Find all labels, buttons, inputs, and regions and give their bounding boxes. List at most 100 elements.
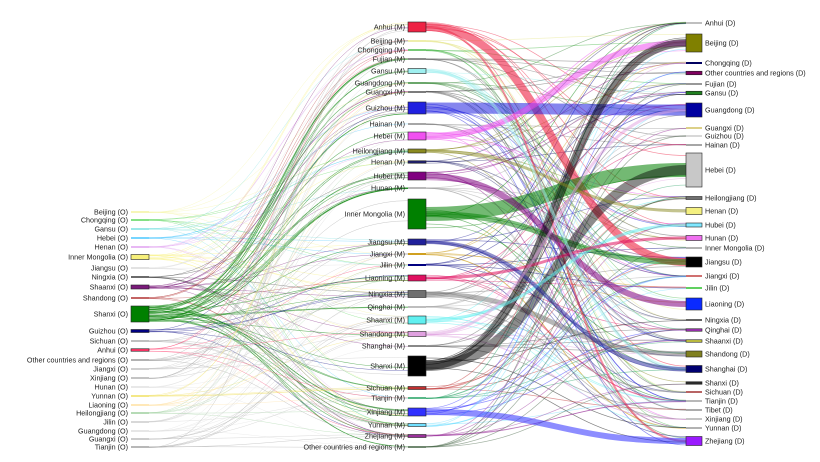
node-shanxi-m bbox=[407, 355, 427, 377]
link-origin-middle bbox=[148, 187, 409, 286]
label-jiangxi-o: Jiangxi (O) bbox=[93, 365, 128, 374]
link-middle-destination bbox=[425, 83, 687, 150]
flow-band bbox=[425, 291, 687, 357]
label-jiangxi-d: Jiangxi (D) bbox=[705, 272, 739, 281]
label-ningxia-o: Ningxia (O) bbox=[92, 273, 128, 282]
node-gansu-o bbox=[131, 228, 149, 230]
node-shaanxi-m bbox=[407, 315, 427, 325]
link-origin-middle bbox=[148, 24, 409, 213]
link-origin-middle bbox=[148, 350, 409, 398]
link-origin-middle bbox=[148, 58, 409, 422]
link-origin-middle bbox=[148, 286, 409, 436]
label-anhui-d: Anhui (D) bbox=[705, 19, 735, 28]
label-henan-o: Henan (O) bbox=[94, 243, 128, 252]
flow-band bbox=[425, 26, 687, 442]
node-yunnan-o bbox=[131, 395, 149, 397]
label-shanghai-d: Shanghai (D) bbox=[705, 365, 747, 374]
label-liaoning-m: Liaoning (M) bbox=[365, 274, 405, 283]
link-middle-destination bbox=[425, 277, 687, 402]
link-origin-middle bbox=[148, 322, 409, 448]
flow-band bbox=[425, 409, 687, 444]
label-guangdong-d: Guangdong (D) bbox=[705, 106, 755, 115]
link-origin-middle bbox=[148, 253, 409, 406]
link-origin-middle bbox=[148, 212, 409, 255]
link-origin-middle bbox=[148, 412, 409, 436]
link-middle-destination bbox=[425, 61, 687, 254]
label-yunnan-m: Yunnan (M) bbox=[368, 421, 405, 430]
link-origin-middle bbox=[148, 91, 409, 396]
label-jiangsu-m: Jiangsu (M) bbox=[367, 238, 405, 247]
node-inner-mongolia-d bbox=[686, 247, 702, 249]
label-hainan-m: Hainan (M) bbox=[369, 120, 405, 129]
link-origin-middle bbox=[148, 40, 409, 360]
node-hubei-d bbox=[685, 222, 703, 228]
link-origin-middle bbox=[148, 220, 409, 361]
nodes: Beijing (O)Chongqing (O)Gansu (O)Hebei (… bbox=[27, 19, 806, 452]
label-liaoning-d: Liaoning (D) bbox=[705, 300, 744, 309]
node-guangdong-o bbox=[131, 430, 149, 432]
link-origin-middle bbox=[148, 41, 409, 269]
label-shanxi-d: Shanxi (D) bbox=[705, 379, 739, 388]
label-beijing-m: Beijing (M) bbox=[371, 37, 405, 46]
link-origin-middle bbox=[148, 91, 409, 423]
node-ningxia-d bbox=[686, 319, 702, 321]
node-xinjiang-o bbox=[131, 377, 149, 379]
node-shanxi-o bbox=[130, 305, 150, 323]
node-anhui-o bbox=[130, 348, 150, 352]
link-origin-middle bbox=[148, 335, 409, 396]
link-origin-middle bbox=[148, 58, 409, 298]
link-origin-middle bbox=[148, 246, 409, 415]
label-guangxi-o: Guangxi (O) bbox=[89, 435, 128, 444]
node-henan-m bbox=[407, 160, 427, 164]
node-sichuan-d bbox=[686, 391, 702, 393]
link-origin-middle bbox=[148, 200, 409, 360]
link-origin-middle bbox=[148, 58, 409, 369]
link-middle-destination bbox=[425, 72, 687, 92]
label-guangxi-d: Guangxi (D) bbox=[705, 124, 744, 133]
label-chongqing-d: Chongqing (D) bbox=[705, 59, 752, 68]
link-middle-destination bbox=[425, 306, 687, 420]
node-heilongjiang-m bbox=[407, 148, 427, 154]
label-zhejiang-d: Zhejiang (D) bbox=[705, 437, 745, 446]
label-heilongjiang-d: Heilongjiang (D) bbox=[705, 194, 757, 203]
flow-band bbox=[425, 39, 687, 370]
node-guizhou-o bbox=[130, 329, 150, 333]
link-middle-destination bbox=[425, 264, 687, 437]
link-origin-middle bbox=[148, 82, 409, 308]
link-origin-middle bbox=[148, 59, 409, 312]
link-origin-middle bbox=[148, 276, 409, 412]
link-middle-destination bbox=[425, 144, 687, 163]
label-shaanxi-m: Shaanxi (M) bbox=[366, 316, 405, 325]
label-shandong-d: Shandong (D) bbox=[705, 350, 750, 359]
node-liaoning-m bbox=[407, 274, 427, 282]
node-inner-mongolia-o bbox=[130, 254, 150, 260]
node-gansu-m bbox=[407, 68, 427, 74]
link-middle-destination bbox=[425, 58, 687, 64]
link-origin-middle bbox=[148, 150, 409, 313]
label-hainan-d: Hainan (D) bbox=[705, 141, 740, 150]
link-origin-middle bbox=[148, 268, 409, 317]
link-origin-middle bbox=[148, 306, 409, 316]
link-origin-middle bbox=[148, 91, 409, 268]
link-middle-destination bbox=[425, 42, 687, 52]
label-tianjin-m: Tianjin (M) bbox=[371, 394, 405, 403]
label-other-countries-and-regions-o: Other countries and regions (O) bbox=[27, 356, 128, 365]
node-guangdong-m bbox=[408, 82, 426, 84]
link-origin-middle bbox=[148, 23, 409, 379]
node-sichuan-m bbox=[407, 386, 427, 390]
link-origin-middle bbox=[148, 105, 409, 248]
link-middle-destination bbox=[425, 322, 687, 402]
link-origin-middle bbox=[148, 243, 409, 288]
node-tianjin-d bbox=[686, 400, 702, 402]
label-tianjin-d: Tianjin (D) bbox=[705, 397, 738, 406]
node-ningxia-m bbox=[407, 290, 427, 298]
link-origin-middle bbox=[148, 293, 409, 318]
node-beijing-o bbox=[131, 211, 149, 213]
label-jilin-d: Jilin (D) bbox=[705, 284, 729, 293]
link-origin-middle bbox=[148, 387, 409, 440]
node-yunnan-m bbox=[407, 423, 427, 427]
node-jilin-d bbox=[686, 287, 702, 289]
link-origin-middle bbox=[148, 104, 409, 260]
link-origin-middle bbox=[148, 172, 409, 313]
label-inner-mongolia-d: Inner Mongolia (D) bbox=[705, 244, 765, 253]
